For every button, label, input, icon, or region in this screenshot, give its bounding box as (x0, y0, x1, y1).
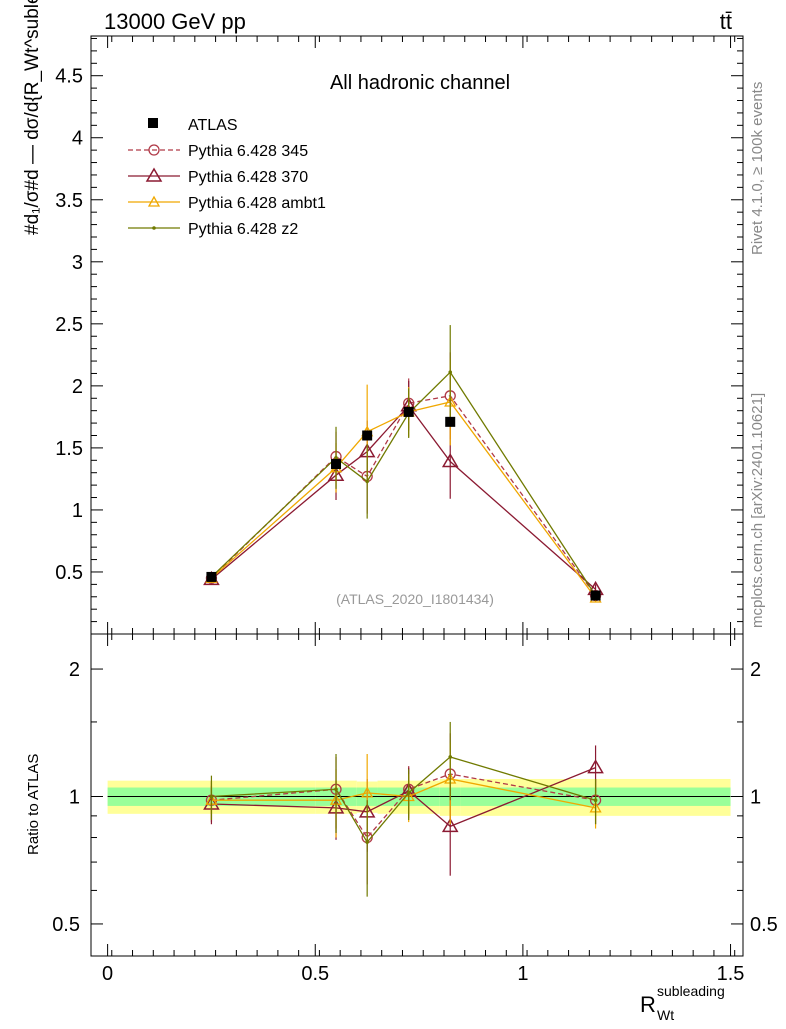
ratio-series (203, 721, 604, 897)
main-ylabel-text: #d₁/σ#d — dσ/d{R_Wt^subleading} (22, 0, 43, 235)
analysis-tag: (ATLAS_2020_I1801434) (336, 591, 494, 607)
series-line (211, 404, 597, 590)
ratio-series-line (211, 756, 596, 844)
x-tick-label: 0.5 (301, 963, 329, 985)
ratio-panel-frame (90, 633, 744, 957)
rivet-label: Rivet 4.1.0, ≥ 100k events (749, 82, 766, 255)
series-line (211, 401, 597, 599)
legend-label: Pythia 6.428 345 (188, 143, 308, 160)
ratio-y-tick-label-right: 2 (750, 659, 761, 681)
mcplots-label: mcplots.cern.ch [arXiv:2401.10621] (749, 393, 766, 628)
legend-label: Pythia 6.428 z2 (188, 221, 298, 238)
ratio-series-marker (334, 787, 338, 792)
x-axis-label-sup: subleading (657, 983, 725, 999)
legend-label: Pythia 6.428 370 (188, 169, 308, 186)
legend-label-atlas: ATLAS (188, 117, 238, 134)
atlas-data-point (331, 459, 342, 470)
ratio-y-tick-label: 1 (69, 786, 80, 808)
y-tick-label: 4.5 (55, 66, 83, 88)
series-line (210, 395, 597, 596)
series-marker (448, 370, 453, 375)
ratio-series-marker (448, 755, 453, 759)
legend-marker (152, 226, 156, 230)
legend-marker (147, 195, 161, 207)
data-points (206, 406, 601, 601)
y-tick-label: 3.5 (55, 190, 83, 212)
ratio-series-marker (441, 817, 459, 833)
ratio-ylabel: Ratio to ATLAS (25, 754, 42, 855)
ratio-series-line (211, 778, 596, 809)
x-axis-label-main: R (640, 992, 656, 1017)
chart-title: All hadronic channel (330, 72, 510, 94)
x-axis-label: R subleading Wt (640, 983, 725, 1023)
series-marker (441, 453, 459, 468)
y-tick-label: 2.5 (55, 314, 83, 336)
ratio-series-marker (365, 840, 369, 844)
x-tick-label: 1 (517, 963, 528, 985)
atlas-data-point (590, 590, 601, 601)
main-series (203, 325, 604, 603)
x-tick-label: 0 (102, 963, 113, 985)
ratio-y-tick-label-right: 0.5 (750, 914, 778, 936)
main-ylabel: #d₁/σ#d — dσ/d{R_Wt^subleading} (22, 0, 43, 235)
y-tick-label: 2 (72, 376, 83, 398)
process-label: tt̄ (720, 9, 732, 34)
ratio-y-tick-label: 0.5 (52, 914, 80, 936)
ratio-y-tick-label: 2 (69, 659, 80, 681)
series-marker (365, 479, 369, 484)
y-tick-label: 0.5 (55, 562, 83, 584)
y-tick-label: 3 (72, 252, 83, 274)
series-marker (334, 456, 338, 460)
ratio-y-tick-label-right: 1 (750, 786, 761, 808)
atlas-data-point (206, 571, 217, 582)
x-axis-label-sub: Wt (657, 1007, 674, 1023)
x-tick-label: 1.5 (717, 963, 745, 985)
ratio-series-marker (209, 794, 214, 799)
atlas-data-point (403, 406, 414, 417)
ratio-series-marker (593, 798, 598, 803)
y-tick-label: 1 (72, 500, 83, 522)
y-tick-label: 4 (72, 128, 83, 150)
ratio-series-line (211, 767, 596, 828)
atlas-data-point (445, 416, 456, 427)
series-line (210, 371, 597, 596)
legend-marker (145, 167, 163, 182)
legend-label: Pythia 6.428 ambt1 (188, 195, 326, 212)
energy-label: 13000 GeV pp (104, 9, 246, 34)
legend-marker-atlas (148, 118, 158, 128)
legend-marker (148, 144, 160, 156)
axis-ticks: 0 0.5 1 1.5 0.5 1 1.5 2 2.5 3 3.5 4 4.5 0.5 0.5 1 1 2 2 (52, 36, 778, 985)
atlas-data-point (362, 430, 373, 441)
legend: ATLAS Pythia 6.428 345 Pythia 6.428 370 Pyt… (128, 117, 326, 238)
y-tick-label: 1.5 (55, 438, 83, 460)
ratio-series-marker (406, 791, 411, 795)
ratio-series-marker (587, 759, 604, 774)
ratio-series-marker (361, 786, 374, 798)
